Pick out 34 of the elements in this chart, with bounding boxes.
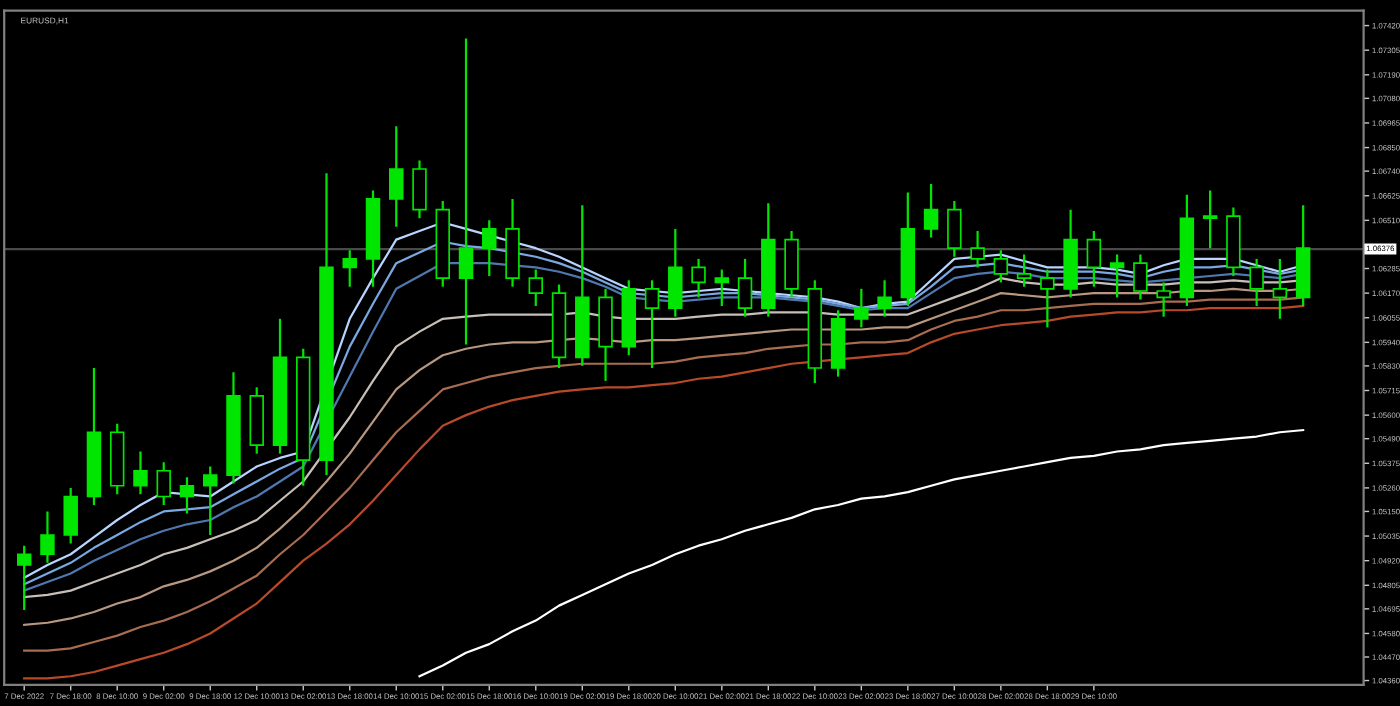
candlestick xyxy=(1016,253,1032,288)
candlestick xyxy=(923,182,939,239)
candlestick xyxy=(970,229,985,269)
candlestick xyxy=(737,257,753,318)
candlestick xyxy=(412,159,427,220)
candlestick xyxy=(714,268,730,308)
candlestick xyxy=(63,486,78,545)
candlestick xyxy=(482,219,497,278)
candlestick xyxy=(16,544,32,612)
candlestick xyxy=(877,279,892,318)
candlestick xyxy=(691,257,706,299)
candlestick xyxy=(179,476,195,515)
candlestick xyxy=(1086,229,1102,288)
candlestick xyxy=(156,461,171,507)
candlestick xyxy=(458,37,474,346)
candlestick xyxy=(133,450,148,496)
candlestick xyxy=(1109,253,1125,299)
candlestick xyxy=(993,249,1009,284)
candlestick xyxy=(389,125,404,228)
candlestick xyxy=(668,227,683,318)
candlestick xyxy=(1202,189,1218,250)
candlestick xyxy=(854,287,869,329)
candlestick xyxy=(202,465,218,537)
candlestick xyxy=(528,268,544,308)
candlestick xyxy=(644,279,660,370)
line-series xyxy=(418,429,1305,678)
candlestick xyxy=(1249,257,1264,308)
candlestick xyxy=(1133,253,1148,301)
candlestick xyxy=(947,199,962,258)
candlestick xyxy=(342,249,357,288)
candlestick xyxy=(40,510,55,564)
candlestick xyxy=(1156,281,1171,318)
candlestick xyxy=(1272,257,1288,320)
candlestick xyxy=(1040,268,1055,329)
